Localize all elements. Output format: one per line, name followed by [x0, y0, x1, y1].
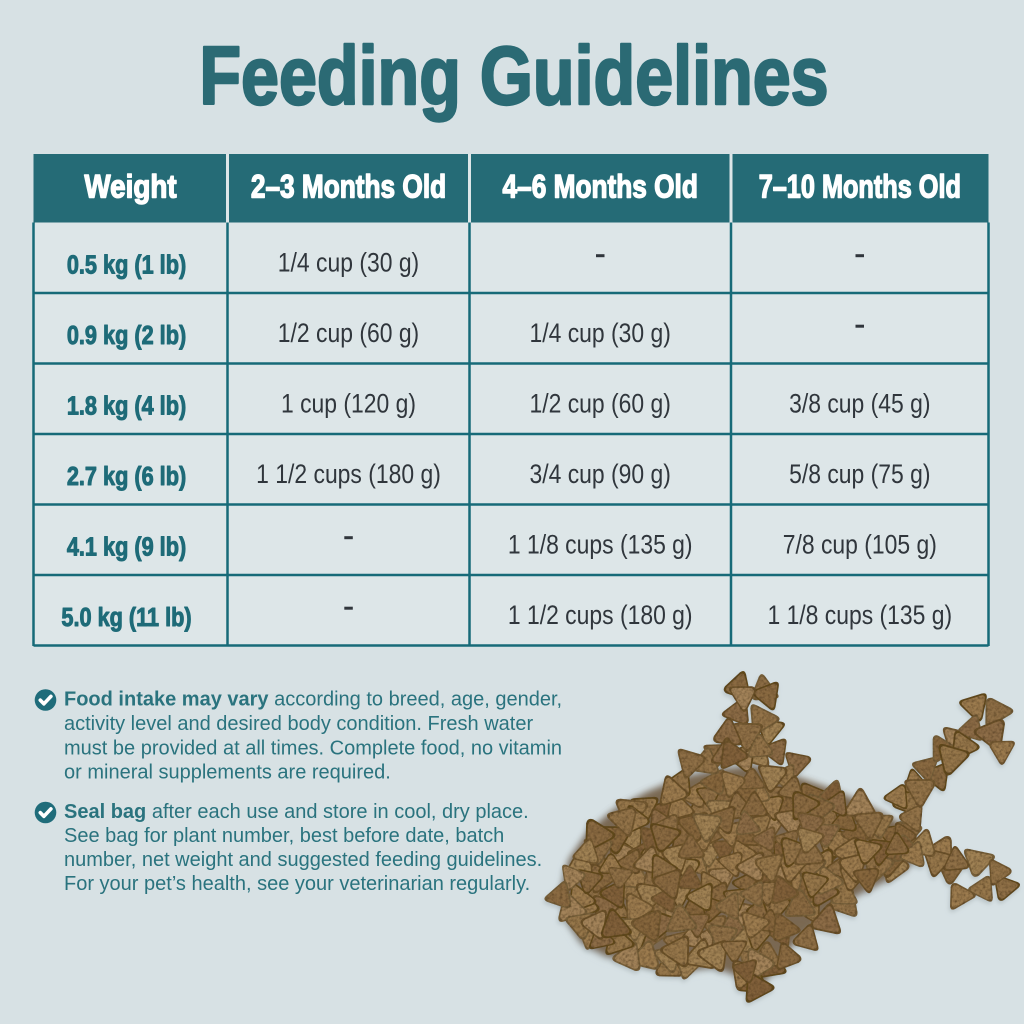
svg-text:1 1/2 cups (180 g): 1 1/2 cups (180 g): [256, 461, 441, 490]
svg-text:0.5 kg (1 lb): 0.5 kg (1 lb): [67, 251, 186, 280]
svg-text:3/8 cup (45 g): 3/8 cup (45 g): [789, 390, 930, 419]
svg-text:1 cup (120 g): 1 cup (120 g): [281, 390, 416, 419]
svg-text:Seal bag after each use and st: Seal bag after each use and store in coo…: [64, 801, 529, 823]
svg-text:or mineral supplements are req: or mineral supplements are required.: [64, 761, 391, 783]
svg-text:1.8 kg (4 lb): 1.8 kg (4 lb): [67, 392, 186, 421]
svg-text:Food intake may vary according: Food intake may vary according to breed,…: [64, 689, 562, 711]
svg-text:1 1/8 cups (135 g): 1 1/8 cups (135 g): [508, 531, 693, 560]
svg-text:7–10 Months Old: 7–10 Months Old: [759, 170, 961, 206]
svg-text:1 1/8 cups (135 g): 1 1/8 cups (135 g): [767, 602, 952, 631]
svg-text:Feeding Guidelines: Feeding Guidelines: [199, 30, 828, 123]
svg-text:1/4 cup (30 g): 1/4 cup (30 g): [278, 249, 419, 278]
svg-text:must be provided at all times.: must be provided at all times. Complete …: [64, 737, 562, 759]
svg-text:For your pet’s health, see you: For your pet’s health, see your veterina…: [64, 873, 530, 895]
svg-text:0.9 kg (2 lb): 0.9 kg (2 lb): [67, 321, 186, 350]
svg-text:4–6 Months Old: 4–6 Months Old: [503, 170, 698, 205]
svg-text:3/4 cup (90 g): 3/4 cup (90 g): [530, 461, 671, 490]
svg-text:2–3 Months Old: 2–3 Months Old: [251, 170, 446, 205]
svg-text:Weight: Weight: [84, 170, 176, 205]
svg-text:1/2 cup (60 g): 1/2 cup (60 g): [278, 320, 419, 349]
svg-text:5/8 cup (75 g): 5/8 cup (75 g): [789, 461, 930, 490]
svg-text:5.0 kg (11 lb): 5.0 kg (11 lb): [61, 603, 191, 632]
svg-text:number, net weight and suggest: number, net weight and suggested feeding…: [64, 849, 542, 871]
svg-text:See bag for plant number, best: See bag for plant number, best before da…: [64, 825, 504, 847]
svg-text:1 1/2 cups (180 g): 1 1/2 cups (180 g): [508, 602, 693, 631]
svg-text:2.7 kg (6 lb): 2.7 kg (6 lb): [67, 462, 186, 491]
svg-text:1/2 cup (60 g): 1/2 cup (60 g): [530, 390, 671, 419]
svg-text:activity level and desired bod: activity level and desired body conditio…: [64, 713, 533, 735]
svg-text:4.1 kg (9 lb): 4.1 kg (9 lb): [67, 533, 186, 562]
svg-text:7/8 cup (105 g): 7/8 cup (105 g): [783, 531, 937, 560]
svg-text:1/4 cup (30 g): 1/4 cup (30 g): [530, 320, 671, 349]
